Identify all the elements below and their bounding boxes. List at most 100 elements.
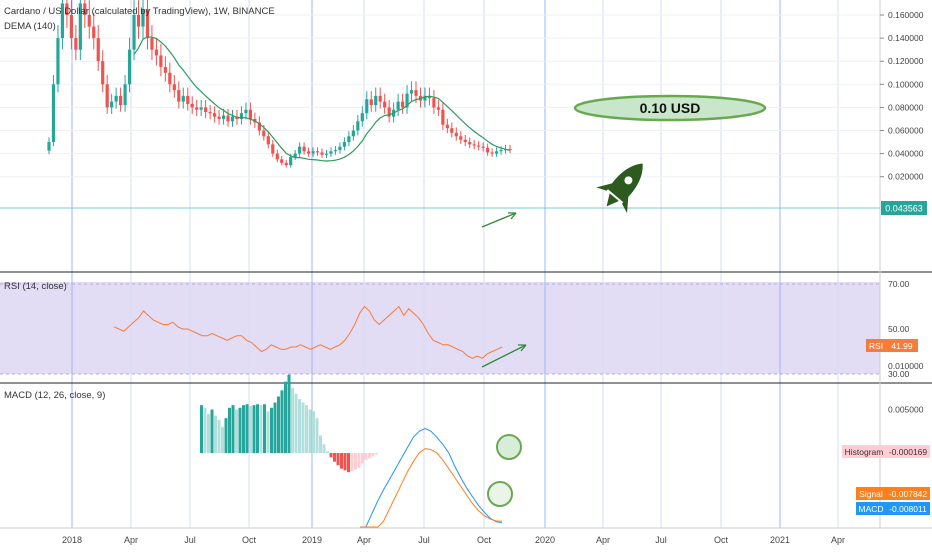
x-tick-label: 2020 xyxy=(535,535,555,545)
histogram-bar xyxy=(361,453,364,464)
candle-body xyxy=(351,130,355,137)
candle-body xyxy=(374,95,378,106)
rsi-tick-label: 70.00 xyxy=(888,279,910,289)
signal-tag-name: Signal xyxy=(859,489,883,499)
candle-body xyxy=(445,124,449,129)
histogram-bar xyxy=(308,409,312,453)
x-tick-label: 2019 xyxy=(302,535,322,545)
candle-body xyxy=(338,146,342,151)
histogram-bar xyxy=(343,453,347,471)
candle-body xyxy=(127,49,132,85)
candle-body xyxy=(213,113,217,117)
rsi-tick-label: 50.00 xyxy=(888,324,910,334)
candle-body xyxy=(150,38,154,50)
histogram-bar xyxy=(333,453,336,462)
candle-body xyxy=(60,3,65,39)
histogram-bar xyxy=(371,453,375,457)
histogram-bar xyxy=(249,406,252,453)
histogram-bar xyxy=(329,453,333,458)
candle-body xyxy=(217,116,221,119)
rsi-tag-value-bg xyxy=(886,339,918,352)
signal-line xyxy=(360,448,503,528)
candle-body xyxy=(83,3,87,15)
histogram-bar xyxy=(305,405,308,453)
price-tick-label: 0.040000 xyxy=(888,149,924,159)
macd-tick-label: 0.010000 xyxy=(888,361,924,371)
candle-body xyxy=(324,153,329,155)
candle-body xyxy=(463,139,467,143)
histogram-bar xyxy=(203,407,207,453)
histogram-bar xyxy=(214,415,217,453)
rsi-tick-label: 30.00 xyxy=(888,369,910,379)
candle-body xyxy=(320,152,324,155)
rocket-icon[interactable] xyxy=(591,151,658,220)
candle-body xyxy=(65,3,69,15)
histogram-bar xyxy=(315,418,319,453)
candle-body xyxy=(177,90,181,102)
x-tick-label: Apr xyxy=(124,535,138,545)
candle-body xyxy=(427,95,432,99)
candle-body xyxy=(78,3,82,50)
histogram-bar xyxy=(259,405,263,453)
candle-body xyxy=(423,95,427,101)
rsi-band xyxy=(0,282,880,374)
histogram-bar xyxy=(336,453,340,466)
target-ellipse[interactable] xyxy=(573,94,767,122)
candle-body xyxy=(92,26,96,39)
candle-body xyxy=(186,95,190,104)
candle-body xyxy=(181,95,185,102)
horizontal-gridlines xyxy=(0,14,880,178)
candle-body xyxy=(266,136,270,145)
candle-body xyxy=(356,121,360,131)
candle-body xyxy=(145,9,150,39)
histogram-tag-name-bg xyxy=(842,445,886,458)
candle-body xyxy=(459,136,463,140)
candle-body xyxy=(275,153,279,160)
histogram-bar xyxy=(322,444,326,453)
time-axis-ticks: 2018 Apr Jul Oct 2019 Apr Jul Oct 2020 Apr Jul Oct 2… xyxy=(62,535,845,545)
candle-body xyxy=(163,66,167,73)
x-tick-label: 2018 xyxy=(62,535,82,545)
symbol-title[interactable]: Cardano / US Dollar (calculated by Tradi… xyxy=(4,6,275,17)
candle-body xyxy=(441,109,445,125)
candle-body xyxy=(450,128,454,133)
candle-body xyxy=(168,72,172,85)
x-tick-label: Jul xyxy=(184,535,196,545)
histogram-tag-value-bg xyxy=(886,445,930,458)
histogram-bar xyxy=(291,387,294,453)
candle-body xyxy=(293,153,297,158)
dema-legend[interactable]: DEMA (140) xyxy=(4,21,56,32)
candle-body xyxy=(306,151,311,154)
candle-body xyxy=(468,142,472,145)
vertical-gridlines xyxy=(71,0,839,528)
candle-body xyxy=(208,112,212,114)
histogram-bar xyxy=(221,426,224,453)
candle-body xyxy=(248,109,253,119)
histogram-bar xyxy=(368,453,371,459)
candle-body xyxy=(383,101,387,108)
candle-body xyxy=(481,146,485,148)
histogram-bar xyxy=(301,402,305,453)
histogram-bar xyxy=(242,405,245,453)
candle-body xyxy=(508,148,512,150)
candle-body xyxy=(387,107,391,117)
histogram-bar xyxy=(238,407,242,453)
rsi-line xyxy=(113,305,503,359)
candle-body xyxy=(315,151,320,153)
candle-body xyxy=(369,99,373,106)
macd-tag-value: -0.008011 xyxy=(889,504,927,514)
x-tick-label: 2021 xyxy=(770,535,790,545)
candle-body xyxy=(204,107,208,113)
dema-line xyxy=(133,36,511,162)
rsi-legend[interactable]: RSI (14, close) xyxy=(4,281,67,292)
candle-body xyxy=(454,132,458,137)
histogram-bar xyxy=(347,453,350,473)
x-tick-label: Jul xyxy=(418,535,430,545)
candle-body xyxy=(302,146,306,152)
macd-legend[interactable]: MACD (12, 26, close, 9) xyxy=(4,390,105,401)
candle-body xyxy=(432,98,436,108)
candle-body xyxy=(154,49,159,56)
candle-body xyxy=(47,142,51,151)
